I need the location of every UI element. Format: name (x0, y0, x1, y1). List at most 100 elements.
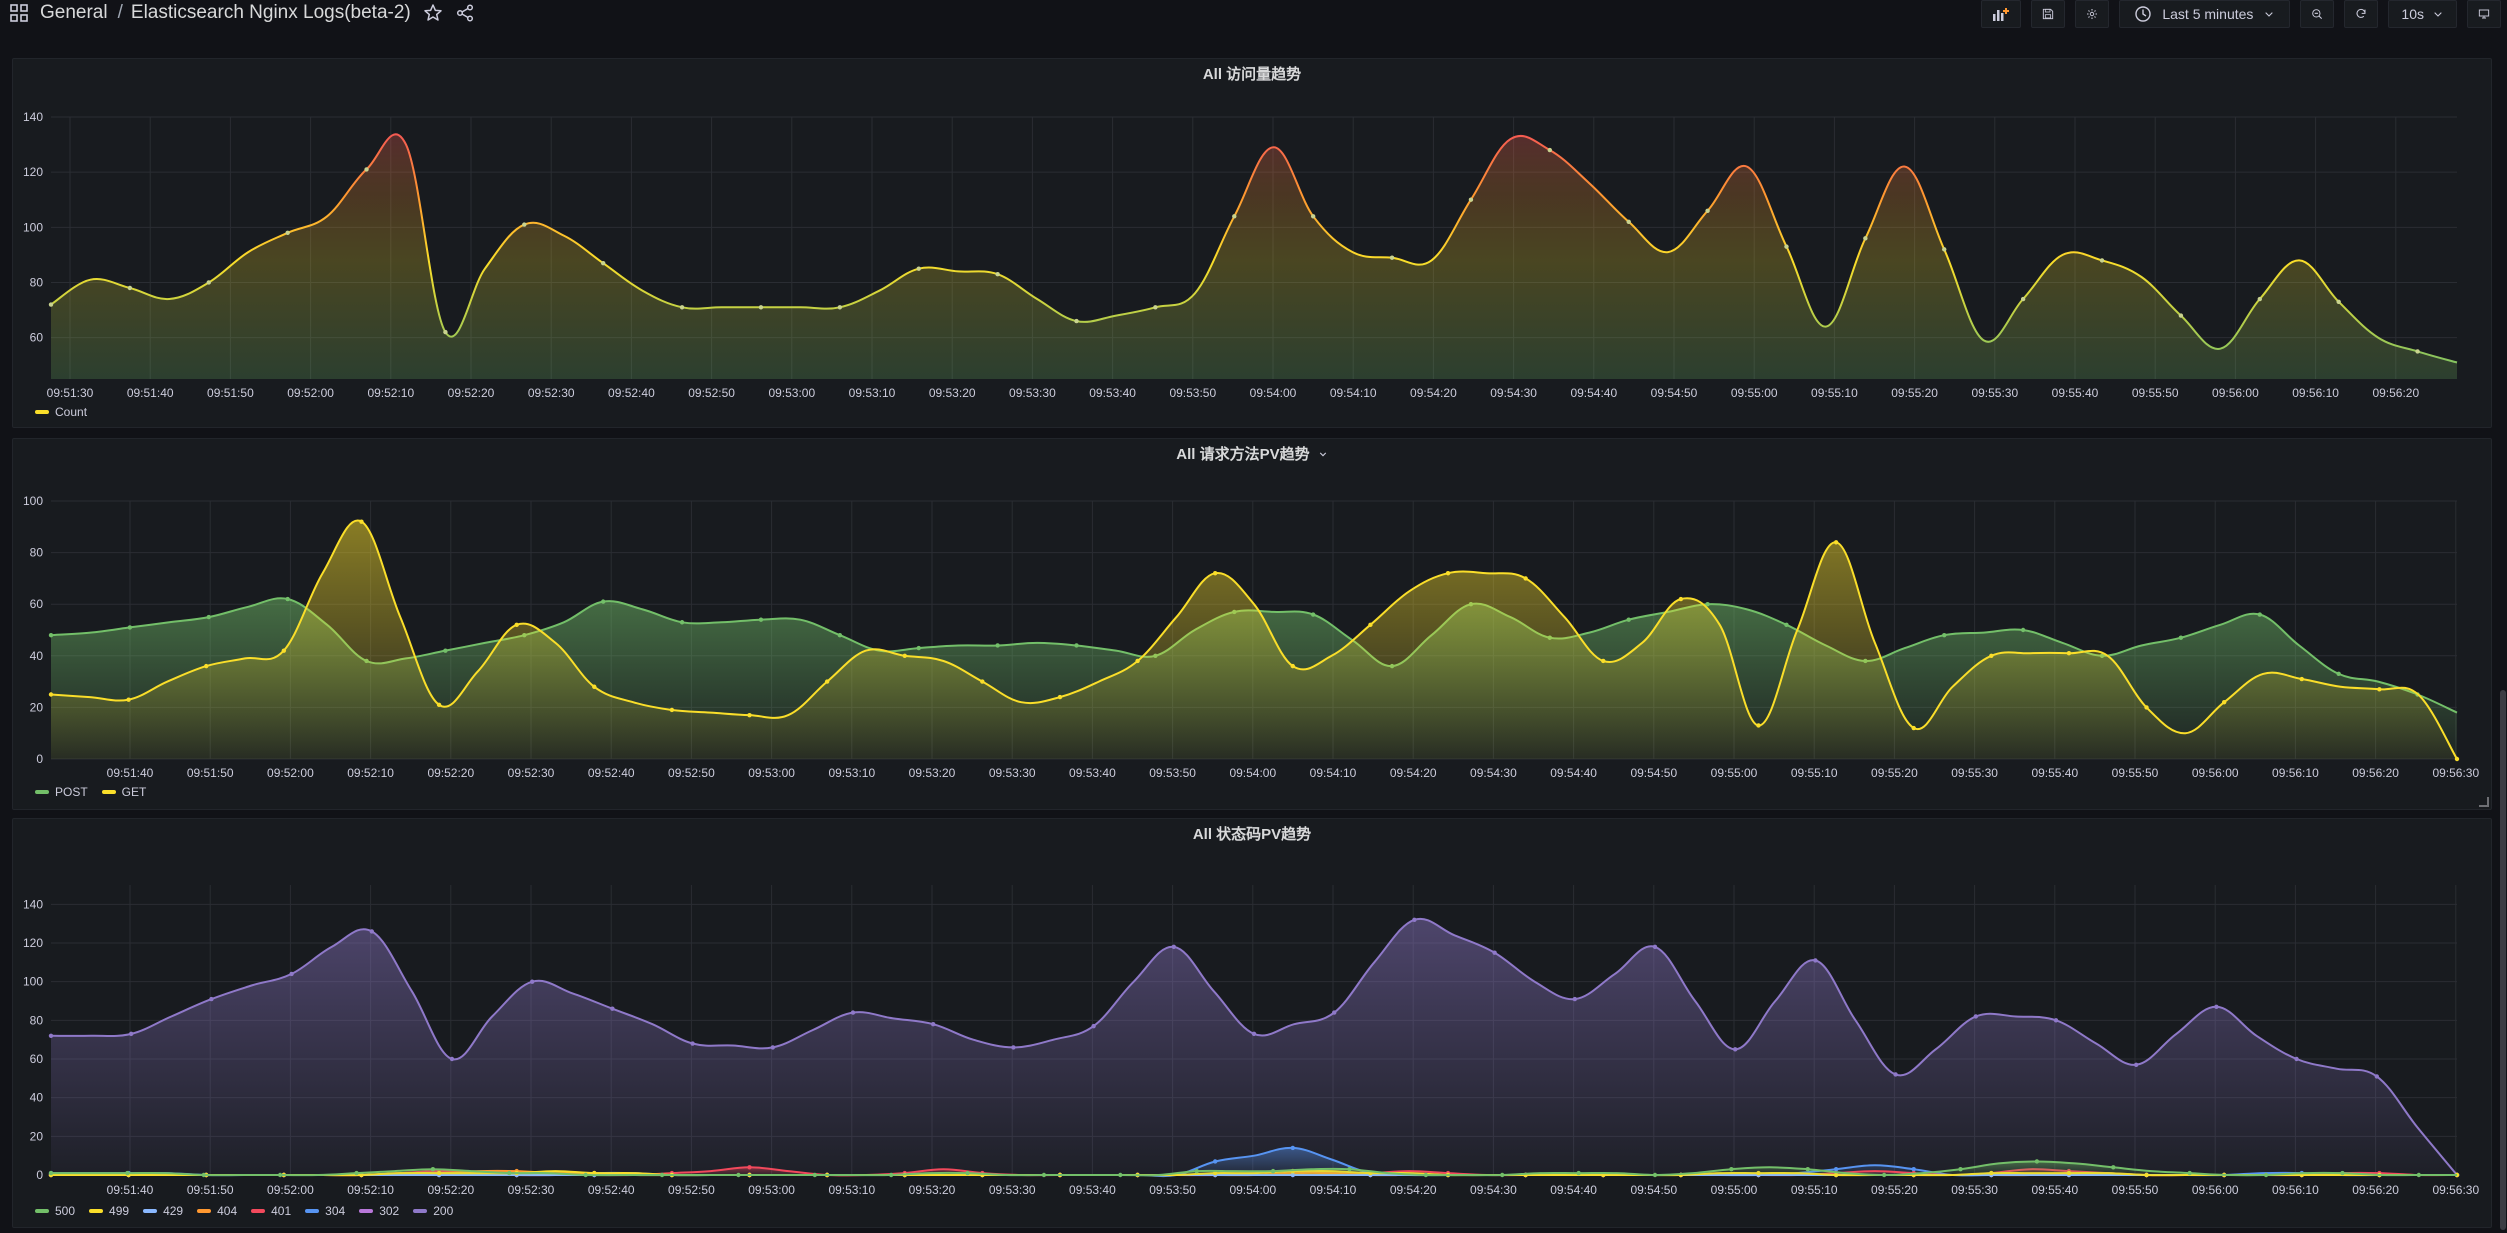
chevron-down-icon (2434, 12, 2442, 17)
dashboard-settings-button[interactable] (2075, 0, 2110, 28)
data-point (812, 1172, 818, 1178)
legend-swatch (143, 1209, 158, 1213)
y-tick-label: 0 (36, 752, 43, 766)
legend-item-429[interactable]: 429 (143, 1204, 183, 1218)
data-point (285, 596, 290, 602)
data-point (2299, 676, 2304, 682)
star-icon[interactable] (423, 3, 443, 23)
data-point (2336, 671, 2341, 677)
data-point (2263, 1172, 2269, 1178)
data-point (679, 305, 685, 310)
dashboard-toolbar: Last 5 minutes 10s (1971, 0, 2507, 28)
data-point (1368, 622, 1373, 628)
x-tick-label: 09:55:50 (2112, 1183, 2159, 1197)
save-dashboard-button[interactable] (2031, 0, 2066, 28)
data-point (1881, 1172, 1887, 1178)
data-point (48, 302, 54, 307)
x-tick-label: 09:52:30 (508, 1183, 555, 1197)
data-point (48, 692, 54, 697)
legend-item-500[interactable]: 500 (35, 1204, 75, 1218)
legend-item-200[interactable]: 200 (413, 1204, 453, 1218)
legend-item-Count[interactable]: Count (35, 405, 87, 419)
legend-item-302[interactable]: 302 (359, 1204, 399, 1218)
apps-grid-icon[interactable] (10, 4, 28, 22)
x-tick-label: 09:54:40 (1550, 1183, 1597, 1197)
data-point (1652, 1172, 1658, 1178)
data-point (1310, 612, 1316, 617)
zoom-out-button[interactable] (2300, 0, 2335, 28)
x-tick-label: 09:51:50 (187, 766, 234, 780)
legend-swatch (35, 410, 49, 414)
legend-item-GET[interactable]: GET (101, 785, 146, 799)
share-icon[interactable] (455, 3, 475, 23)
x-tick-label: 09:52:10 (347, 1183, 394, 1197)
data-point (965, 1170, 970, 1176)
data-point (770, 1045, 775, 1050)
legend-item-POST[interactable]: POST (35, 785, 88, 799)
x-tick-label: 09:54:20 (1410, 386, 1457, 400)
data-point (1733, 1047, 1738, 1052)
panel-access-trend[interactable]: All 访问量趋势 60 80 100 120 140 09:51:30 09:51:40 0… (12, 58, 2492, 428)
legend-swatch (305, 1209, 320, 1213)
x-tick-label: 09:55:30 (1951, 1183, 1998, 1197)
data-point (1332, 1010, 1337, 1015)
x-tick-label: 09:56:00 (2212, 386, 2259, 400)
chevron-down-icon (1319, 452, 1326, 457)
panel-status-code-pv-trend[interactable]: All 状态码PV趋势 0 20 40 60 80 100 120 140 09:51:40 09… (12, 818, 2492, 1228)
y-tick-label: 40 (30, 649, 44, 663)
dashboard-title[interactable]: Elasticsearch Nginx Logs(beta-2) (130, 2, 411, 23)
panel-title[interactable]: All 访问量趋势 (1202, 66, 1302, 83)
data-point (1784, 244, 1789, 249)
legend-swatch (359, 1209, 374, 1213)
add-panel-icon (1993, 8, 2010, 21)
x-tick-label: 09:54:10 (1330, 386, 1377, 400)
data-point (204, 663, 209, 669)
breadcrumb-folder[interactable]: General (40, 2, 108, 23)
data-point (888, 1172, 894, 1178)
x-tick-label: 09:53:50 (1169, 386, 1216, 400)
data-point (2221, 700, 2227, 705)
data-point (837, 305, 843, 310)
page-scrollbar[interactable] (2500, 690, 2506, 1230)
x-tick-label: 09:52:40 (608, 386, 655, 400)
legend-item-304[interactable]: 304 (305, 1204, 345, 1218)
data-point (1729, 1167, 1734, 1172)
data-point (2134, 1062, 2139, 1067)
panel-resize-handle[interactable] (2479, 797, 2489, 807)
time-picker-button[interactable]: Last 5 minutes (2119, 0, 2291, 28)
panel-title[interactable]: All 状态码PV趋势 (1192, 826, 1312, 843)
y-tick-label: 140 (23, 897, 43, 911)
legend-item-404[interactable]: 404 (197, 1204, 237, 1218)
legend-label: POST (55, 785, 88, 799)
legend-label: 429 (163, 1204, 184, 1218)
data-point (758, 305, 764, 310)
x-tick-label: 09:52:30 (528, 386, 575, 400)
refresh-interval-picker[interactable]: 10s (2388, 0, 2457, 28)
panel-method-pv-trend[interactable]: All 请求方法PV趋势 0 20 40 60 80 100 09:51:40 09:51:5… (12, 438, 2492, 810)
x-tick-label: 09:55:30 (1971, 386, 2018, 400)
add-panel-button[interactable] (1981, 0, 2022, 28)
breadcrumb: General / Elasticsearch Nginx Logs(beta-… (10, 0, 475, 26)
panel-title[interactable]: All 请求方法PV趋势 (13, 443, 2491, 464)
y-tick-label: 80 (30, 546, 44, 560)
legend-swatch (251, 1209, 266, 1213)
cycle-view-mode-button[interactable] (2467, 0, 2501, 28)
data-point (129, 1031, 134, 1037)
data-point (2034, 1159, 2040, 1164)
data-point (2454, 756, 2460, 762)
data-point (1171, 944, 1177, 950)
x-tick-label: 09:56:20 (2352, 766, 2399, 780)
x-tick-label: 09:51:50 (187, 1183, 234, 1197)
zoom-out-icon (2312, 9, 2323, 20)
y-tick-label: 80 (30, 1013, 44, 1027)
refresh-button[interactable] (2344, 0, 2379, 28)
legend-item-499[interactable]: 499 (89, 1204, 129, 1218)
status-code-pv-chart[interactable]: 0 20 40 60 80 100 120 140 09:51:40 09:51:50 09:52:… (13, 819, 2493, 1229)
data-point (354, 1170, 359, 1176)
data-point (610, 1006, 615, 1011)
x-tick-label: 09:55:00 (1711, 766, 1758, 780)
method-pv-chart[interactable]: 0 20 40 60 80 100 09:51:40 09:51:50 09:52:00 09:5… (13, 439, 2493, 811)
legend-item-401[interactable]: 401 (251, 1204, 291, 1218)
y-tick-label: 100 (23, 494, 43, 508)
